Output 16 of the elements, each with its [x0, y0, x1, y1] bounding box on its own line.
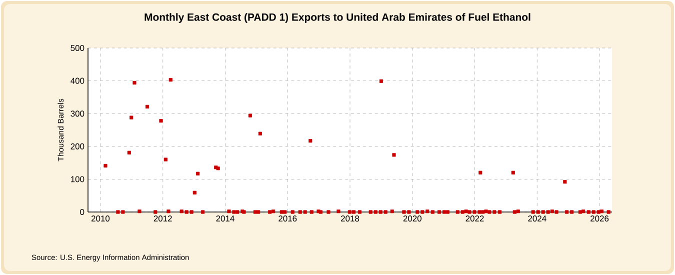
- y-tick-label: 500: [70, 45, 84, 51]
- x-tick-label: 2026: [590, 216, 609, 222]
- y-tick-label: 200: [70, 143, 84, 150]
- x-tick-label: 2022: [466, 216, 484, 222]
- chart-title: Monthly East Coast (PADD 1) Exports to United Arab Emirates of Fuel Ethanol: [144, 13, 530, 23]
- y-tick-label: 400: [70, 78, 84, 84]
- y-tick-label: 300: [70, 110, 84, 117]
- x-tick-label: 2010: [91, 216, 110, 222]
- x-tick-label: 2020: [403, 216, 422, 222]
- x-tick-label: 2018: [341, 216, 360, 222]
- x-tick-label: 2024: [528, 216, 546, 222]
- x-tick-label: 2016: [278, 216, 297, 222]
- x-tick-label: 2014: [216, 216, 234, 222]
- y-tick-label: 100: [71, 176, 84, 182]
- y-tick-label: 0: [80, 209, 84, 215]
- x-tick-label: 2012: [154, 216, 172, 222]
